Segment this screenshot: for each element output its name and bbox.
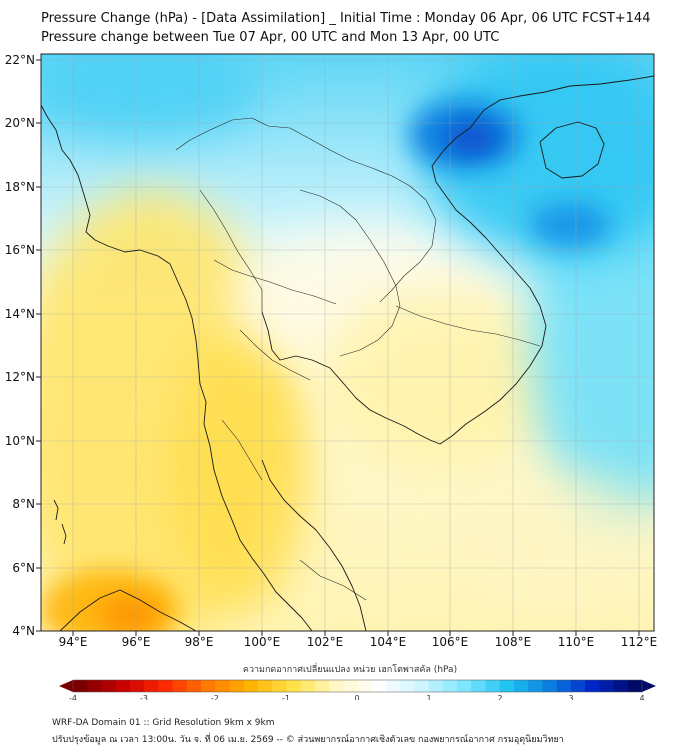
- colorbar-cell: [499, 680, 515, 692]
- colorbar-tick: 0: [354, 694, 359, 700]
- colorbar-tick: -1: [282, 694, 290, 700]
- colorbar-cell: [314, 680, 330, 692]
- lat-tick-label: 4°N: [12, 624, 35, 638]
- colorbar-cell: [442, 680, 458, 692]
- colorbar-cell: [144, 680, 159, 692]
- colorbar-cell: [627, 680, 643, 692]
- colorbar-cell: [513, 680, 529, 692]
- lon-tick-label: 98°E: [185, 635, 214, 649]
- lon-tick-label: 94°E: [59, 635, 88, 649]
- map-subtitle: Pressure change between Tue 07 Apr, 00 U…: [41, 30, 500, 45]
- colorbar-cell: [542, 680, 558, 692]
- lon-tick-label: 108°E: [495, 635, 532, 649]
- colorbar-cell: [286, 680, 302, 692]
- colorbar-cell: [272, 680, 287, 692]
- lon-tick-label: 112°E: [621, 635, 658, 649]
- colorbar-cell: [129, 680, 145, 692]
- colorbar-tick: 1: [426, 694, 431, 700]
- coastlines: [41, 75, 654, 631]
- colorbar-title: ความกดอากาศเปลี่ยนแปลง หน่วย เฮกโตพาสคัล…: [243, 662, 457, 675]
- graticule: [41, 54, 654, 631]
- lat-tick-label: 6°N: [12, 561, 35, 575]
- plot-frame: [40, 53, 655, 632]
- colorbar-cell: [101, 680, 117, 692]
- lat-tick-label: 10°N: [5, 434, 35, 448]
- colorbar-cell: [229, 680, 245, 692]
- pressure-change-map: 94°E 96°E 98°E 100°E 102°E 104°E 106°E 1…: [5, 53, 658, 700]
- footer-model-info: WRF-DA Domain 01 :: Grid Resolution 9km …: [52, 718, 275, 728]
- lon-tick-label: 96°E: [122, 635, 151, 649]
- lat-tick-label: 18°N: [5, 180, 35, 194]
- political-borders: [175, 117, 541, 601]
- colorbar: [59, 679, 656, 693]
- colorbar-cell: [428, 680, 444, 692]
- colorbar-cell: [87, 680, 102, 692]
- lat-tick-label: 12°N: [5, 370, 35, 384]
- colorbar-tick: -4: [69, 694, 77, 700]
- lon-tick-label: 106°E: [432, 635, 469, 649]
- lon-tick-label: 100°E: [244, 635, 281, 649]
- colorbar-tick: -3: [140, 694, 148, 700]
- pressure-field: [41, 54, 654, 631]
- colorbar-cell: [158, 680, 174, 692]
- lat-tick-label: 14°N: [5, 307, 35, 321]
- colorbar-cell: [115, 680, 131, 692]
- footer-credit: ปรับปรุงข้อมูล ณ เวลา 13:00น. วัน จ. ที่…: [52, 735, 564, 745]
- lat-tick-label: 16°N: [5, 243, 35, 257]
- colorbar-cell: [585, 680, 600, 692]
- colorbar-cell: [172, 680, 188, 692]
- lat-tick-label: 22°N: [5, 53, 35, 67]
- colorbar-tick: 2: [497, 694, 502, 700]
- colorbar-cell: [485, 680, 501, 692]
- colorbar-cell: [357, 680, 373, 692]
- lat-tick-label: 8°N: [12, 497, 35, 511]
- colorbar-cell: [215, 680, 230, 692]
- lat-tick-label: 20°N: [5, 116, 35, 130]
- colorbar-cell: [613, 680, 629, 692]
- colorbar-cell: [385, 680, 401, 692]
- colorbar-cell: [414, 680, 430, 692]
- colorbar-cell: [556, 680, 572, 692]
- colorbar-min-arrow: [59, 680, 73, 692]
- colorbar-cell: [329, 680, 344, 692]
- colorbar-cell: [528, 680, 543, 692]
- colorbar-cell: [343, 680, 358, 692]
- colorbar-cell: [73, 680, 88, 692]
- lon-tick-label: 104°E: [370, 635, 407, 649]
- colorbar-tick: 3: [568, 694, 573, 700]
- colorbar-cell: [570, 680, 586, 692]
- colorbar-max-arrow: [642, 680, 656, 692]
- colorbar-cell: [400, 680, 415, 692]
- colorbar-cell: [243, 680, 259, 692]
- lon-tick-label: 110°E: [558, 635, 595, 649]
- colorbar-cell: [371, 680, 387, 692]
- colorbar-cell: [599, 680, 615, 692]
- colorbar-cell: [300, 680, 316, 692]
- colorbar-cell: [457, 680, 472, 692]
- colorbar-tick: 4: [639, 694, 644, 700]
- colorbar-cell: [471, 680, 487, 692]
- map-title: Pressure Change (hPa) - [Data Assimilati…: [41, 11, 651, 26]
- colorbar-cell: [257, 680, 273, 692]
- colorbar-cell: [201, 680, 216, 692]
- colorbar-cell: [186, 680, 202, 692]
- lon-tick-label: 102°E: [307, 635, 344, 649]
- colorbar-tick: -2: [211, 694, 219, 700]
